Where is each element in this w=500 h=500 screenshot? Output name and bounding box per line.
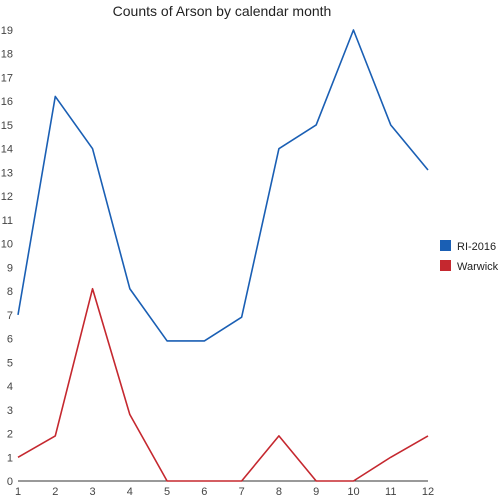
x-tick-label: 1 [15,486,21,498]
y-tick-label: 13 [1,167,13,179]
legend-item: Warwick [440,260,499,273]
y-tick-label: 5 [7,357,13,369]
y-tick-label: 17 [1,72,13,84]
y-tick-label: 15 [1,120,13,132]
x-tick-label: 4 [127,486,133,498]
y-tick-label: 0 [7,476,13,488]
legend-label: RI-2016 [457,241,496,253]
x-axis-ticks: 1 2 3 4 5 6 7 8 9 10 11 12 [15,486,434,498]
x-tick-label: 5 [164,486,170,498]
y-tick-label: 8 [7,286,13,298]
y-tick-label: 12 [1,191,13,203]
y-tick-label: 2 [7,429,13,441]
y-tick-label: 18 [1,49,13,61]
series-line-2 [17,287,429,482]
legend-label: Warwick [457,261,499,273]
x-tick-label: 8 [276,486,282,498]
y-tick-label: 7 [7,310,13,322]
x-tick-label: 10 [347,486,359,498]
y-tick-label: 10 [1,239,13,251]
y-tick-label: 1 [7,452,13,464]
x-tick-label: 11 [385,486,396,498]
x-tick-label: 3 [89,486,95,498]
y-tick-label: 11 [2,215,13,227]
y-tick-label: 9 [7,262,13,274]
chart-title: Counts of Arson by calendar month [113,3,332,19]
y-tick-label: 4 [7,381,13,393]
series-line-1 [17,29,429,342]
y-tick-label: 16 [1,96,13,108]
y-tick-label: 3 [7,405,13,417]
y-tick-label: 19 [1,25,13,37]
x-tick-label: 12 [422,486,434,498]
y-tick-label: 6 [7,334,13,346]
x-tick-label: 7 [239,486,245,498]
x-tick-label: 9 [313,486,319,498]
legend-swatch [440,260,451,271]
x-tick-label: 6 [201,486,207,498]
legend: RI-2016 Warwick [440,240,499,273]
y-tick-label: 14 [1,144,13,156]
legend-item: RI-2016 [440,240,496,253]
legend-swatch [440,240,451,251]
x-tick-label: 2 [52,486,58,498]
series-lines [17,29,429,482]
